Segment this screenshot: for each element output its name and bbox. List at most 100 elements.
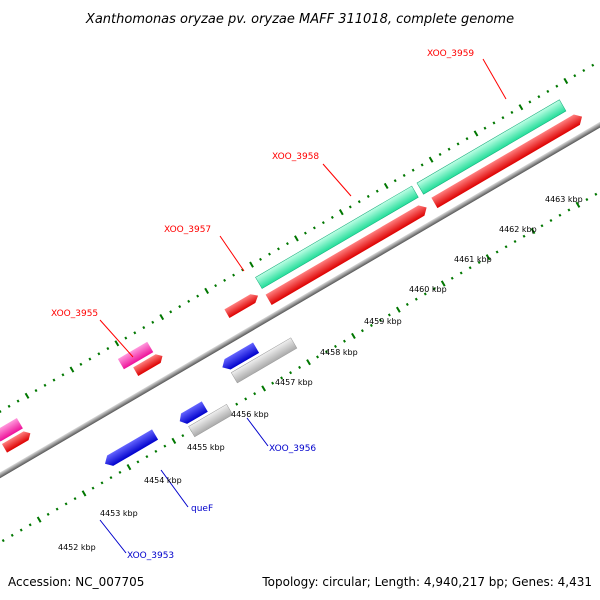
outer-tick-mark [223,278,227,282]
outer-tick-mark [473,130,479,137]
scale-tick-mark [55,507,59,511]
scale-tick-mark [46,512,50,516]
tick-label-4453: 4453 kbp [100,509,138,518]
outer-tick-mark [7,404,11,408]
gene-feature-xoo-3959 [416,99,567,195]
outer-tick-mark [357,200,361,204]
tick-label-4454: 4454 kbp [144,476,182,485]
outer-tick-mark [465,137,469,141]
outer-tick-mark [268,252,271,256]
gene-label-xoo-3953[interactable]: XOO_3953 [127,551,174,561]
topology-text: Topology: circular; Length: 4,940,217 bp… [261,575,592,589]
scale-tick-mark [235,402,239,406]
cds-quef [179,401,208,424]
outer-tick-mark [348,205,352,209]
scale-tick-mark [181,434,185,438]
outer-tick-mark [124,336,128,340]
scale-tick-mark [513,239,517,244]
outer-tick-mark [114,340,120,347]
outer-tick-mark [69,366,75,373]
outer-tick-mark [249,261,254,268]
scale-tick-mark [459,271,463,275]
scale-tick-mark [19,528,23,532]
scale-tick-mark [549,218,553,223]
outer-tick-mark [285,242,289,246]
outer-tick-mark [321,221,325,225]
scale-tick-mark [485,254,491,261]
outer-tick-mark [563,77,569,85]
scale-tick-mark [298,365,302,369]
gene-label-xoo-3955[interactable]: XOO_3955 [51,309,98,319]
outer-tick-mark [294,235,299,242]
cds-xoo-3959 [431,114,583,209]
outer-tick-mark [88,357,92,361]
reverse-feature-quef [188,403,233,438]
outer-tick-mark [196,294,200,298]
scale-tick-mark [10,533,14,537]
scale-tick-mark [495,250,499,254]
rna-feature-left [0,417,23,442]
scale-tick-mark [1,539,5,543]
scale-tick-mark [73,497,77,501]
tick-label-4455: 4455 kbp [187,443,225,452]
gene-label-xoo-3958[interactable]: XOO_3958 [272,152,319,162]
outer-tick-mark [456,142,460,146]
scale-tick-mark [36,516,42,523]
outer-tick-mark [16,399,20,403]
outer-tick-mark [187,299,191,303]
tick-label-4462: 4462 kbp [499,225,537,234]
scale-tick-mark [405,302,409,307]
scale-tick-mark [522,234,526,238]
scale-tick-mark [109,476,113,480]
outer-tick-mark [537,95,541,99]
tick-label-4456: 4456 kbp [231,410,269,419]
outer-tick-mark [546,89,550,94]
gene-label-xoo-3957[interactable]: XOO_3957 [164,225,211,235]
scale-tick-mark [334,344,337,348]
tick-label-4463: 4463 kbp [545,195,583,204]
tick-label-4452: 4452 kbp [58,543,96,552]
scale-tick-mark [440,280,446,287]
outer-tick-ring [0,63,595,414]
outer-tick-mark [159,313,165,321]
outer-tick-mark [383,182,389,190]
scale-tick-mark [432,287,436,291]
scale-tick-ring [1,192,598,543]
outer-tick-mark [528,100,532,104]
outer-tick-mark [169,310,173,314]
outer-tick-mark [151,320,155,324]
outer-tick-mark [338,209,344,216]
scale-tick-mark [280,376,284,380]
gene-label-xoo-3959[interactable]: XOO_3959 [427,49,474,59]
outer-tick-mark [303,231,307,235]
outer-tick-mark [142,326,146,330]
outer-tick-mark [259,257,262,261]
outer-tick-mark [438,152,442,156]
scale-tick-mark [163,444,167,448]
scale-tick-mark [316,355,319,359]
scale-tick-mark [244,397,248,401]
scale-tick-mark [530,227,536,235]
scale-tick-mark [154,449,158,453]
outer-tick-mark [428,156,434,163]
outer-tick-mark [106,347,110,351]
label-leader-lines [99,58,507,554]
cds-xoo-3955 [133,354,163,376]
outer-tick-mark [276,247,280,251]
outer-tick-mark [393,179,397,183]
cds-xoo-3953 [104,429,159,466]
gene-label-quef[interactable]: queF [191,504,213,514]
outer-tick-mark [52,378,56,382]
genome-backbone [0,71,600,529]
scale-tick-mark [594,192,598,196]
outer-tick-mark [402,173,406,177]
gene-label-xoo-3956[interactable]: XOO_3956 [269,444,316,454]
scale-tick-mark [261,385,267,392]
outer-tick-mark [61,373,65,377]
outer-tick-mark [204,287,210,294]
tick-label-4461: 4461 kbp [454,255,492,264]
outer-tick-mark [518,104,524,111]
scale-tick-mark [136,460,140,464]
scale-tick-mark [540,224,544,228]
tick-label-4459: 4459 kbp [364,317,402,326]
